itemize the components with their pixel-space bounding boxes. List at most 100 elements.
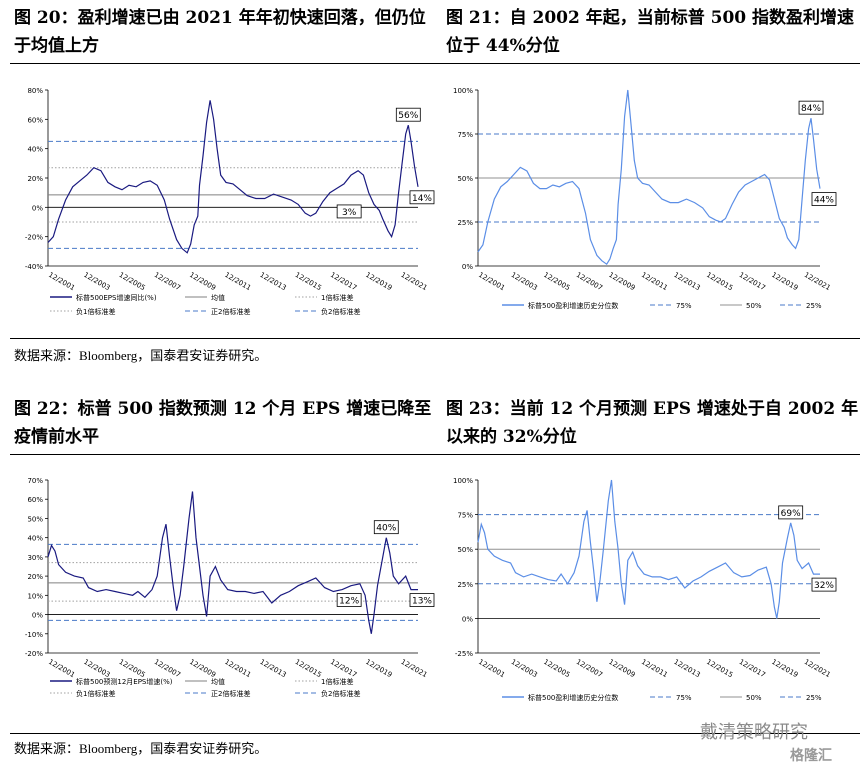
annotation-box — [811, 577, 837, 592]
annotation-box — [778, 505, 804, 520]
y-tick-label: 0% — [32, 612, 43, 620]
source-note-bottom: 数据来源：Bloomberg，国泰君安证券研究。 — [14, 741, 268, 756]
annotation-label: 32% — [814, 581, 834, 591]
legend-label: 负1倍标准差 — [76, 307, 115, 316]
annotation-box — [336, 593, 362, 607]
series-line — [477, 479, 820, 619]
x-tick-label: 12/2001 — [477, 658, 506, 679]
x-tick-label: 12/2005 — [542, 658, 571, 679]
y-tick-label: 40% — [27, 535, 43, 543]
x-tick-label: 12/2019 — [364, 658, 393, 679]
x-tick-label: 12/2019 — [770, 271, 799, 292]
source-rule-bottom — [10, 733, 860, 734]
x-tick-label: 12/2005 — [117, 658, 146, 679]
legend-label: 75% — [676, 694, 692, 702]
x-tick-label: 12/2009 — [188, 271, 217, 292]
x-tick-label: 12/2013 — [672, 658, 701, 679]
x-tick-label: 12/2017 — [738, 658, 767, 679]
y-tick-label: -20% — [25, 234, 43, 242]
y-tick-label: 50% — [457, 546, 473, 554]
y-tick-label: 20% — [27, 573, 43, 581]
y-tick-label: -25% — [455, 650, 473, 658]
annotation-box — [811, 192, 837, 206]
legend-label: 75% — [676, 302, 692, 310]
series-line — [47, 100, 419, 254]
annotation-box — [409, 593, 435, 607]
annotation-label: 40% — [376, 524, 396, 534]
annotation-box — [409, 190, 435, 205]
y-tick-label: 75% — [457, 131, 473, 139]
x-tick-label: 12/2013 — [258, 658, 287, 679]
x-tick-label: 12/2003 — [82, 658, 111, 679]
annotation-label: 13% — [412, 597, 432, 607]
x-tick-label: 12/2009 — [607, 271, 636, 292]
x-tick-label: 12/2001 — [47, 271, 76, 292]
x-tick-label: 12/2013 — [672, 271, 701, 292]
x-tick-label: 12/2019 — [770, 658, 799, 679]
y-tick-label: 100% — [453, 477, 473, 485]
y-tick-label: 30% — [27, 554, 43, 562]
x-tick-label: 12/2019 — [364, 271, 393, 292]
x-tick-label: 12/2021 — [399, 271, 428, 292]
watermark-brand: 戴清策略研究 — [700, 722, 808, 743]
annotation-label: 84% — [801, 104, 821, 114]
x-tick-label: 12/2011 — [223, 658, 252, 679]
annotation-box — [395, 107, 421, 122]
y-tick-label: 25% — [457, 581, 473, 589]
panel-title-22: 图 22：标普 500 指数预测 12 个月 EPS 增速已降至疫情前水平 — [14, 399, 432, 447]
x-tick-label: 12/2009 — [607, 658, 636, 679]
x-tick-label: 12/2005 — [542, 271, 571, 292]
legend-label: 50% — [746, 694, 762, 702]
source-note-top: 数据来源：Bloomberg，国泰君安证券研究。 — [14, 348, 268, 363]
x-tick-label: 12/2001 — [47, 658, 76, 679]
panel-title-23: 图 23：当前 12 个月预测 EPS 增速处于自 2002 年以来的 32%分… — [446, 399, 859, 447]
annotation-box — [798, 100, 824, 115]
legend-label: 25% — [806, 302, 822, 310]
x-tick-label: 12/2003 — [510, 658, 539, 679]
chart-fwd-eps-percentile: -25% 0% 25% 50% 75% 100% 12/2001 12/2003 12/2005… — [453, 477, 837, 702]
y-tick-label: 60% — [27, 496, 43, 504]
y-tick-label: 20% — [27, 175, 43, 183]
legend-label: 负2倍标准差 — [321, 689, 360, 698]
x-tick-label: 12/2007 — [575, 271, 604, 292]
legend-label: 均值 — [211, 293, 225, 302]
y-tick-label: 40% — [27, 146, 43, 154]
x-tick-label: 12/2021 — [399, 658, 428, 679]
title-rule-top — [10, 63, 860, 64]
legend-label: 标普500盈利增速历史分位数 — [528, 693, 618, 702]
x-tick-label: 12/2017 — [329, 271, 358, 292]
legend-label: 1倍标准差 — [321, 293, 353, 302]
annotation-label: 3% — [342, 208, 357, 218]
y-tick-label: 25% — [457, 219, 473, 227]
legend-label: 正2倍标准差 — [211, 307, 250, 316]
y-tick-label: 80% — [27, 87, 43, 95]
annotation-label: 14% — [412, 194, 432, 204]
legend-label: 正2倍标准差 — [211, 689, 250, 698]
x-tick-label: 12/2015 — [294, 271, 323, 292]
title-rule-bottom — [10, 454, 860, 455]
y-tick-label: -40% — [25, 263, 43, 271]
x-tick-label: 12/2011 — [640, 658, 669, 679]
chart-eps-growth-yoy: -40% -20% 0% 20% 40% 60% 80% 12/2001 12/2003 12/2… — [25, 87, 435, 316]
y-tick-label: 50% — [27, 515, 43, 523]
y-tick-label: -20% — [25, 650, 43, 658]
x-tick-label: 12/2003 — [82, 271, 111, 292]
x-tick-label: 12/2017 — [738, 271, 767, 292]
y-tick-label: 10% — [27, 592, 43, 600]
chart-fwd-eps-growth: -20% -10% 0% 10% 20% 30% 40% 50% 60% 70% 12/2001 12… — [25, 477, 435, 698]
x-tick-label: 12/2003 — [510, 271, 539, 292]
legend-label: 均值 — [211, 677, 225, 686]
x-tick-label: 12/2007 — [153, 658, 182, 679]
x-tick-label: 12/2015 — [705, 658, 734, 679]
legend-label: 标普500盈利增速历史分位数 — [528, 301, 618, 310]
x-tick-label: 12/2001 — [477, 271, 506, 292]
y-tick-label: 75% — [457, 512, 473, 520]
x-tick-label: 12/2015 — [705, 271, 734, 292]
annotation-label: 69% — [781, 509, 801, 519]
x-tick-label: 12/2015 — [294, 658, 323, 679]
annotation-box — [373, 520, 399, 535]
y-tick-label: 50% — [457, 175, 473, 183]
legend-label: 负1倍标准差 — [76, 689, 115, 698]
x-tick-label: 12/2009 — [188, 658, 217, 679]
x-tick-label: 12/2005 — [117, 271, 146, 292]
